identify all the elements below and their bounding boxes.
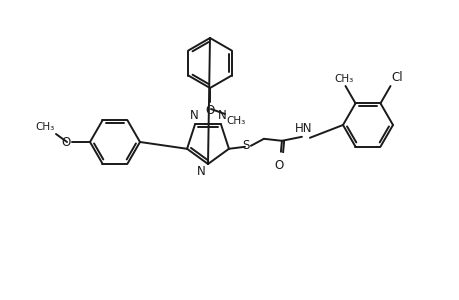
Text: N: N bbox=[217, 109, 226, 122]
Text: O: O bbox=[205, 104, 214, 117]
Text: CH₃: CH₃ bbox=[36, 122, 55, 132]
Text: CH₃: CH₃ bbox=[334, 74, 353, 84]
Text: O: O bbox=[62, 136, 71, 148]
Text: N: N bbox=[189, 109, 198, 122]
Text: O: O bbox=[274, 159, 283, 172]
Text: N: N bbox=[197, 165, 206, 178]
Text: CH₃: CH₃ bbox=[225, 116, 245, 126]
Text: Cl: Cl bbox=[391, 71, 402, 84]
Text: HN: HN bbox=[295, 122, 312, 135]
Text: S: S bbox=[242, 139, 249, 152]
